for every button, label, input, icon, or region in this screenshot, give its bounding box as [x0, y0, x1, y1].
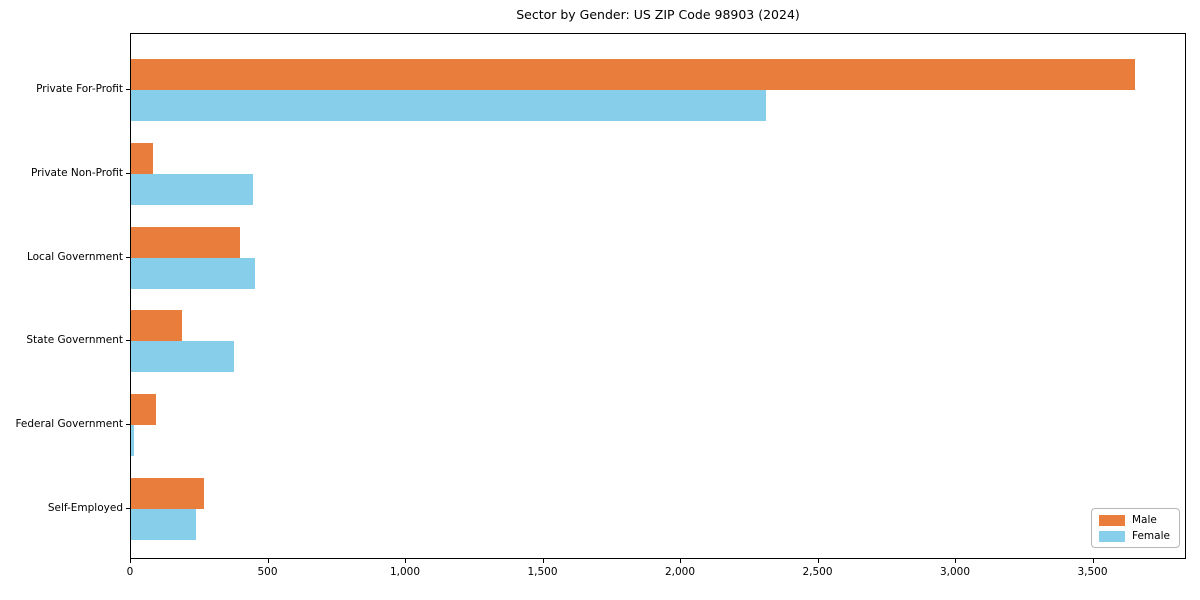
bar-male-self-employed [131, 478, 204, 509]
legend-label: Male [1132, 514, 1157, 526]
xtick-label: 1,000 [389, 566, 421, 578]
ytick-mark [126, 89, 130, 90]
legend-item-male: Male [1099, 514, 1170, 526]
legend-label: Female [1132, 530, 1170, 542]
bar-male-local-government [131, 226, 240, 258]
bar-male-federal-government [131, 394, 156, 426]
bar-female-federal-government [131, 425, 135, 457]
legend: Male Female [1091, 508, 1180, 548]
xtick-mark [955, 559, 956, 563]
xtick-label: 2,500 [802, 566, 833, 578]
xtick-mark [130, 559, 131, 563]
xtick-label: 3,500 [1077, 566, 1108, 578]
ytick-label: Self-Employed [47, 502, 123, 514]
bar-male-state-government [131, 310, 182, 342]
xtick-mark [267, 559, 269, 563]
ytick-mark [126, 508, 130, 509]
chart-title: Sector by Gender: US ZIP Code 98903 (202… [516, 7, 800, 22]
legend-swatch-female [1099, 530, 1125, 542]
bar-female-local-government [131, 257, 255, 289]
xtick-mark [817, 559, 819, 563]
ytick-label: Private Non-Profit [30, 166, 123, 179]
ytick-label: Private For-Profit [36, 83, 123, 95]
xtick-mark [405, 559, 406, 563]
xtick-mark [680, 559, 681, 563]
bar-female-self-employed [131, 509, 196, 540]
xtick-label: 0 [126, 566, 134, 578]
ytick-mark [126, 172, 130, 174]
xtick-label: 1,500 [527, 566, 558, 578]
xtick-mark [1092, 559, 1094, 563]
bar-female-private-non-profit [131, 173, 254, 205]
plot-area [130, 33, 1186, 559]
legend-item-female: Female [1099, 530, 1170, 542]
ytick-mark [126, 340, 130, 342]
xtick-label: 500 [257, 566, 278, 578]
bar-female-private-for-profit [131, 90, 767, 121]
ytick-label: State Government [26, 334, 123, 347]
bar-male-private-non-profit [131, 142, 153, 174]
legend-swatch-male [1099, 514, 1125, 526]
ytick-mark [126, 424, 130, 426]
ytick-label: Federal Government [15, 418, 123, 431]
xtick-label: 2,000 [664, 566, 696, 578]
bar-male-private-for-profit [131, 59, 1135, 90]
bar-female-state-government [131, 341, 235, 373]
ytick-mark [126, 256, 130, 258]
xtick-mark [542, 559, 544, 563]
ytick-label: Local Government [26, 250, 123, 263]
xtick-label: 3,000 [939, 566, 971, 578]
